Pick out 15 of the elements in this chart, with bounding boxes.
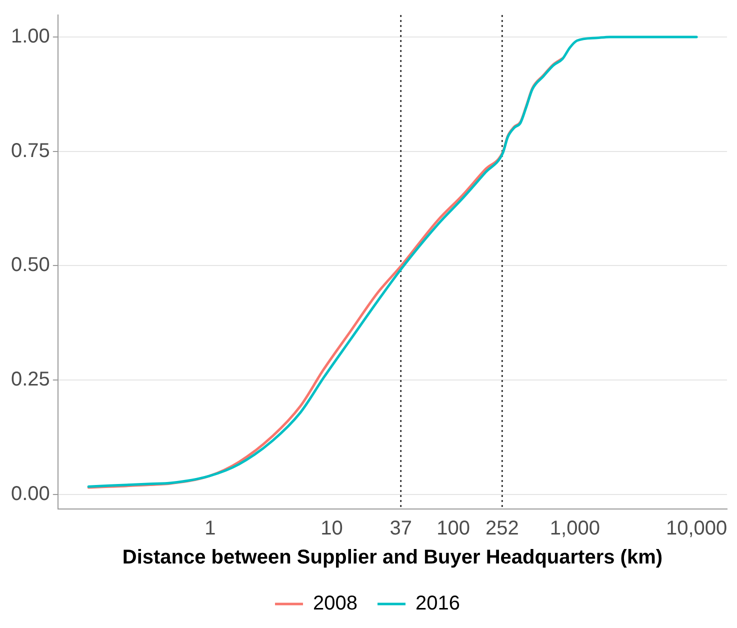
x-tick-label: 252 — [485, 518, 519, 540]
y-tick-label: 0.75 — [10, 140, 50, 162]
y-tick-label: 0.00 — [10, 482, 50, 505]
legend-label: 2008 — [313, 592, 358, 615]
x-tick-label: 1,000 — [550, 518, 600, 540]
y-tick-label: 0.50 — [10, 254, 50, 276]
x-tick-label: 100 — [436, 518, 470, 540]
x-tick-label: 37 — [390, 518, 412, 540]
y-tick-label: 1.00 — [10, 25, 50, 48]
x-axis-title: Distance between Supplier and Buyer Headquarters (km) — [122, 546, 663, 569]
x-tick-label: 10,000 — [666, 518, 728, 540]
x-tick-label: 1 — [204, 518, 216, 540]
legend-label: 2016 — [416, 592, 460, 615]
x-tick-label: 10 — [320, 518, 343, 540]
y-tick-label: 0.25 — [10, 368, 50, 391]
